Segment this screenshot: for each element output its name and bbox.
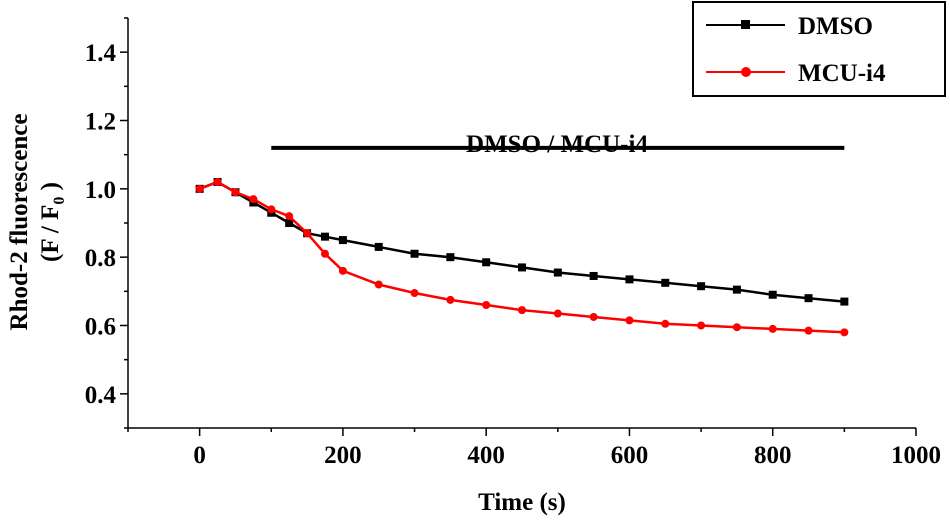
y-tick-label: 1.4 [85, 40, 117, 67]
data-point-mcu-i4 [303, 229, 312, 238]
y-tick-label: 0.6 [85, 314, 116, 341]
y-tick-label: 1.0 [85, 177, 116, 204]
data-point-dmso [482, 258, 491, 267]
data-point-dmso [410, 249, 419, 258]
data-point-dmso [321, 232, 329, 241]
data-point-mcu-i4 [840, 328, 849, 337]
data-point-dmso [661, 278, 670, 287]
data-point-dmso [285, 219, 294, 227]
data-point-mcu-i4 [267, 205, 276, 214]
data-point-mcu-i4 [338, 266, 347, 275]
data-point-dmso [732, 285, 741, 294]
legend-marker-mcu [741, 67, 751, 77]
series-line-dmso [199, 180, 845, 303]
data-point-mcu-i4 [249, 195, 258, 204]
data-point-dmso [374, 242, 383, 251]
x-axis-label: Time (s) [478, 489, 566, 516]
legend-marker-dmso [741, 20, 750, 29]
data-point-dmso [697, 282, 706, 291]
y-tick-label: 0.8 [85, 245, 116, 272]
annotation-label: DMSO / MCU-i4 [466, 131, 648, 158]
data-point-mcu-i4 [553, 309, 562, 318]
data-point-dmso [338, 236, 347, 245]
x-tick-label: 800 [754, 442, 792, 469]
data-point-mcu-i4 [732, 323, 741, 332]
y-axis-units-main: (F / F [37, 205, 64, 262]
data-point-mcu-i4 [321, 249, 329, 258]
data-point-mcu-i4 [374, 280, 383, 289]
data-point-mcu-i4 [661, 319, 670, 328]
y-axis-units-subscript: 0 [51, 197, 68, 205]
y-axis-units-close: ) [37, 182, 64, 197]
data-point-mcu-i4 [285, 212, 294, 221]
legend-box [692, 1, 946, 97]
data-point-dmso [589, 271, 598, 280]
data-point-dmso [553, 268, 562, 277]
data-point-dmso [446, 253, 455, 262]
y-tick-label: 1.2 [85, 109, 116, 136]
y-axis-label: Rhod-2 fluorescence [6, 114, 33, 331]
legend-label-mcu: MCU-i4 [798, 60, 886, 87]
data-point-dmso [804, 294, 813, 303]
data-point-mcu-i4 [446, 295, 455, 304]
data-point-mcu-i4 [589, 312, 598, 321]
y-tick-label: 0.4 [85, 382, 117, 409]
data-point-mcu-i4 [768, 324, 777, 333]
data-point-mcu-i4 [213, 178, 222, 186]
data-point-mcu-i4 [231, 188, 240, 197]
data-point-dmso [625, 275, 634, 284]
data-point-mcu-i4 [482, 301, 491, 309]
data-point-dmso [840, 297, 849, 306]
x-tick-label: 600 [611, 442, 649, 469]
data-point-mcu-i4 [804, 326, 813, 335]
data-point-mcu-i4 [410, 289, 419, 298]
x-tick-label: 400 [467, 442, 505, 469]
data-point-mcu-i4 [697, 321, 706, 330]
legend-label-dmso: DMSO [798, 13, 873, 40]
data-point-mcu-i4 [195, 184, 204, 193]
y-axis-label-units: (F / F0 ) [37, 182, 68, 262]
x-tick-label: 0 [193, 442, 206, 469]
data-point-dmso [518, 263, 526, 272]
data-point-mcu-i4 [625, 316, 634, 325]
x-tick-label: 200 [324, 442, 362, 469]
x-tick-label: 1000 [891, 442, 941, 469]
series-group [195, 178, 849, 337]
data-point-mcu-i4 [518, 306, 526, 315]
axes: 0 200 400 600 800 1000 0.4 0.6 0.8 1.0 1.2 1.4 [85, 17, 941, 469]
legend: DMSO MCU-i4 [692, 1, 946, 97]
data-point-dmso [768, 290, 777, 299]
